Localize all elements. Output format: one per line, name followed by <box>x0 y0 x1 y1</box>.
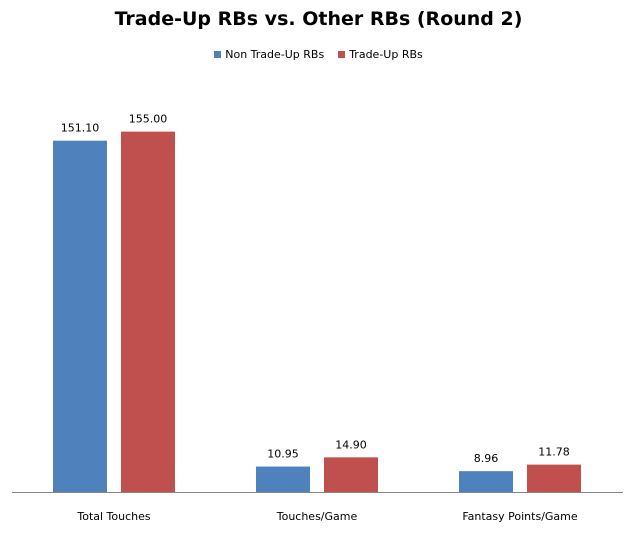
data-label-non-trade-up-total-touches: 151.10 <box>61 122 100 135</box>
bar-non-trade-up-total-touches <box>53 140 107 492</box>
data-label-trade-up-fantasy-points-game: 11.78 <box>538 446 570 459</box>
bar-trade-up-fantasy-points-game <box>527 464 581 492</box>
legend-entry-non-trade-up: Non Trade-Up RBs <box>214 48 324 61</box>
data-label-non-trade-up-touches-game: 10.95 <box>267 448 299 461</box>
legend-swatch-trade-up <box>338 51 346 58</box>
legend-label-trade-up: Trade-Up RBs <box>349 48 423 61</box>
bar-non-trade-up-touches-game <box>256 466 310 492</box>
legend-label-non-trade-up: Non Trade-Up RBs <box>225 48 325 61</box>
x-tick-label: Total Touches <box>76 510 151 523</box>
chart-title: Trade-Up RBs vs. Other RBs (Round 2) <box>114 8 523 30</box>
legend: Non Trade-Up RBs Trade-Up RBs <box>0 48 637 61</box>
data-label-trade-up-total-touches: 155.00 <box>129 113 168 126</box>
data-label-non-trade-up-fantasy-points-game: 8.96 <box>474 452 499 465</box>
bar-trade-up-touches-game <box>324 457 378 492</box>
legend-swatch-non-trade-up <box>214 51 222 58</box>
bar-trade-up-total-touches <box>121 131 175 492</box>
x-tick-label: Touches/Game <box>276 510 358 523</box>
bar-non-trade-up-fantasy-points-game <box>459 471 513 492</box>
x-tick-label: Fantasy Points/Game <box>462 510 578 523</box>
data-label-trade-up-touches-game: 14.90 <box>335 438 367 451</box>
legend-entry-trade-up: Trade-Up RBs <box>338 48 423 61</box>
